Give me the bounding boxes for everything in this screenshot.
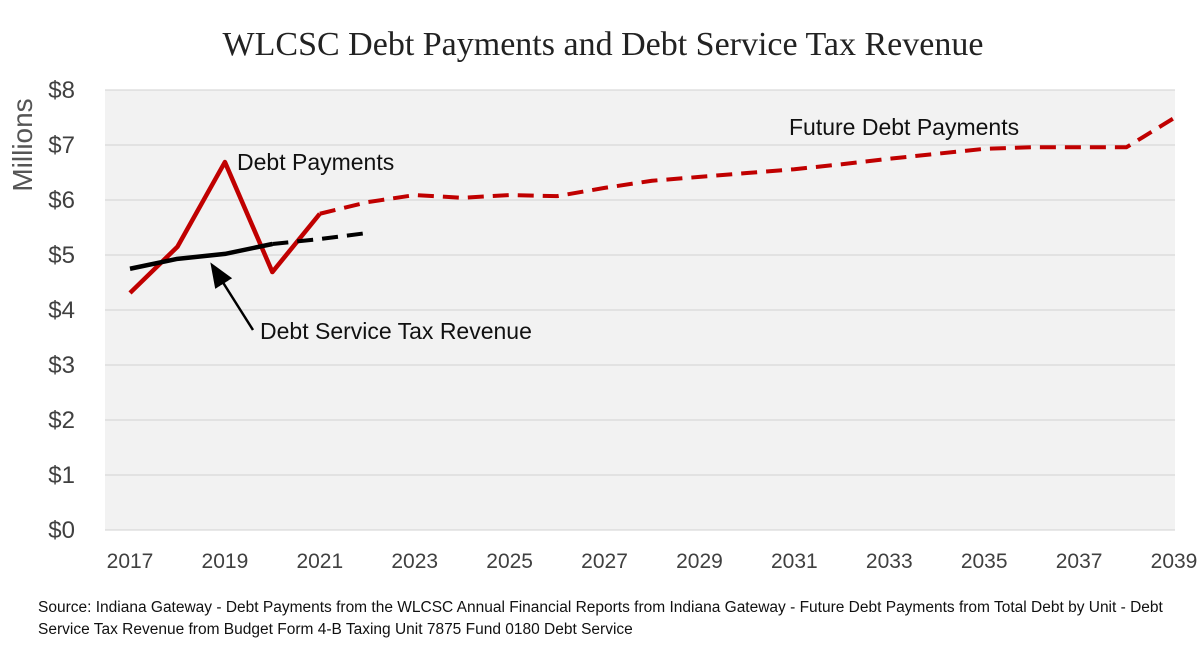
annotation-future-debt-payments: Future Debt Payments <box>789 114 1019 140</box>
series-line-debt-service-tax-revenue <box>129 241 273 271</box>
y-tick-label: $0 <box>48 517 75 544</box>
x-tick-label: 2025 <box>486 550 533 573</box>
y-tick-label: $7 <box>48 132 75 159</box>
annotation-arrow <box>210 262 255 331</box>
y-tick-label: $8 <box>48 77 75 104</box>
x-tick-label: 2017 <box>107 550 154 573</box>
series-line-debt-service-tax-revenue-projected <box>272 231 368 246</box>
x-tick-label: 2039 <box>1151 550 1198 573</box>
x-tick-label: 2035 <box>961 550 1008 573</box>
x-tick-label: 2031 <box>771 550 818 573</box>
y-tick-label: $3 <box>48 352 75 379</box>
y-tick-label: $5 <box>48 242 75 269</box>
x-tick-label: 2019 <box>202 550 249 573</box>
annotation-debt-payments: Debt Payments <box>237 149 394 175</box>
x-tick-label: 2029 <box>676 550 723 573</box>
y-axis-label: Millions <box>7 98 38 191</box>
y-tick-label: $4 <box>48 297 75 324</box>
y-tick-label: $6 <box>48 187 75 214</box>
chart-title: WLCSC Debt Payments and Debt Service Tax… <box>223 26 984 63</box>
x-tick-label: 2021 <box>296 550 343 573</box>
x-tick-label: 2033 <box>866 550 913 573</box>
y-tick-label: $2 <box>48 407 75 434</box>
y-tick-label: $1 <box>48 462 75 489</box>
x-tick-label: 2027 <box>581 550 628 573</box>
chart: WLCSC Debt Payments and Debt Service Tax… <box>7 26 1198 573</box>
source-note: Source: Indiana Gateway - Debt Payments … <box>38 599 1163 638</box>
x-tick-label: 2037 <box>1056 550 1103 573</box>
x-tick-label: 2023 <box>391 550 438 573</box>
annotation-tax-revenue: Debt Service Tax Revenue <box>260 318 532 344</box>
